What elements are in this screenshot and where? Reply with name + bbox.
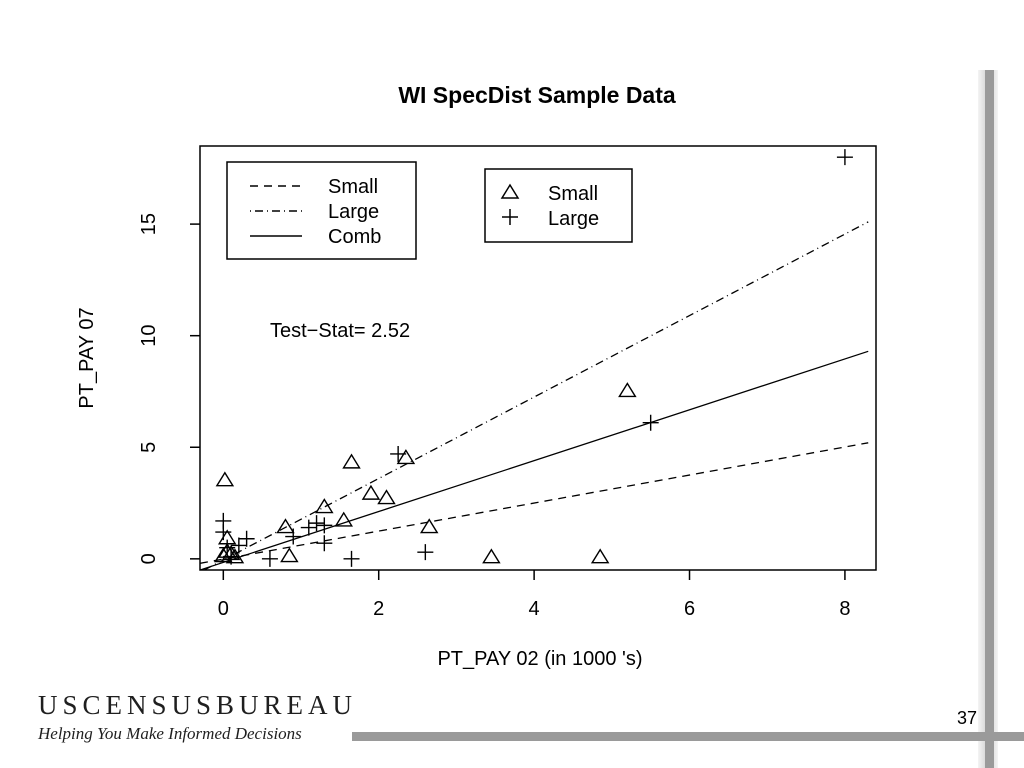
plot-frame: [199, 145, 877, 571]
legend-marker-triangle-icon: [500, 183, 520, 199]
legend-marker-small-label: Small: [548, 183, 598, 205]
x-tick-label: 8: [839, 598, 850, 620]
annotation-test-stat: Test−Stat= 2.52: [270, 320, 410, 342]
point-small: [419, 518, 439, 534]
y-tick-label: 10: [138, 325, 160, 347]
point-large: [390, 445, 407, 462]
y-axis-label: PT_PAY 07: [76, 307, 98, 408]
fit-line-comb: [200, 350, 869, 570]
point-large: [219, 539, 236, 556]
fit-line-small: [200, 442, 869, 564]
point-small: [482, 548, 501, 564]
tagline: Helping You Make Informed Decisions: [38, 724, 302, 743]
legend-marker-plus-icon: [502, 209, 518, 225]
legend-line-small-label: Small: [328, 176, 378, 198]
page-number: 37: [957, 708, 978, 728]
legend-lines: Small Large Comb: [226, 161, 417, 260]
point-large: [285, 528, 302, 545]
point-large: [417, 544, 434, 561]
point-small: [590, 548, 610, 564]
point-small: [342, 453, 361, 469]
point-small: [377, 489, 396, 505]
census-bureau-logo: USCENSUSBUREAU: [38, 690, 358, 720]
point-large: [836, 149, 853, 166]
point-large: [261, 550, 278, 567]
point-small: [361, 484, 381, 500]
x-tick-label: 4: [529, 598, 540, 620]
point-large: [300, 519, 317, 536]
x-tick-label: 6: [684, 598, 695, 620]
point-small: [334, 511, 353, 527]
x-tick-label: 0: [218, 598, 229, 620]
point-large: [642, 414, 659, 431]
point-large: [316, 535, 333, 552]
legend-markers-box: [484, 168, 633, 243]
y-tick-label: 5: [138, 442, 160, 453]
point-large: [230, 537, 247, 554]
slide-frame-vertical-bar: [985, 70, 994, 768]
legend-markers: Small Large: [484, 168, 633, 243]
plot-layer: 0 2 4 6 8 0 5 10 15: [138, 149, 869, 620]
y-tick-label: 0: [138, 553, 160, 564]
point-large: [238, 530, 255, 547]
slide-frame-horizontal-bar: [352, 732, 1024, 741]
x-axis-label: PT_PAY 02 (in 1000 's): [437, 648, 642, 670]
legend-line-comb-label: Comb: [328, 226, 381, 248]
chart-title: WI SpecDist Sample Data: [398, 82, 676, 108]
point-small: [396, 449, 416, 465]
point-small: [618, 382, 637, 398]
point-small: [315, 498, 334, 514]
fit-line-large: [202, 221, 869, 570]
legend-line-large-label: Large: [328, 201, 379, 223]
point-large: [343, 550, 360, 567]
point-small: [276, 518, 295, 534]
point-small: [215, 471, 235, 487]
point-small: [280, 547, 299, 563]
y-tick-label: 15: [138, 213, 160, 235]
point-large: [308, 515, 325, 532]
legend-marker-large-label: Large: [548, 208, 599, 230]
x-tick-label: 2: [373, 598, 384, 620]
point-large: [316, 517, 333, 534]
point-large: [215, 524, 232, 541]
point-large: [223, 548, 240, 565]
